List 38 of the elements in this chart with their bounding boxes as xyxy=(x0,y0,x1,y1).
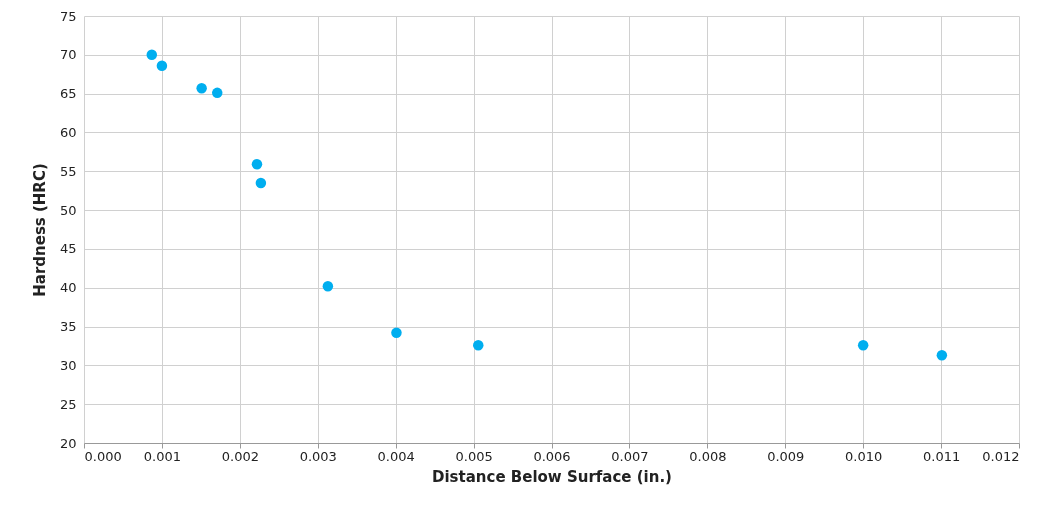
x-tick-label: 0.006 xyxy=(533,448,571,464)
x-tick-label: 0.011 xyxy=(922,448,961,464)
y-tick-label: 40 xyxy=(59,280,77,296)
point xyxy=(196,82,207,94)
x-tick-label: 0.004 xyxy=(377,448,415,464)
point xyxy=(146,49,158,61)
point xyxy=(211,87,223,99)
y-tick-label: 70 xyxy=(59,47,77,63)
y-tick-label: 30 xyxy=(59,357,77,373)
x-tick-label: 0.005 xyxy=(455,448,493,464)
point xyxy=(857,339,869,351)
y-axis-title: Hardness (HRC) xyxy=(30,163,49,297)
x-tick-label: 0.001 xyxy=(143,448,182,464)
x-tick-label: 0.007 xyxy=(611,448,649,464)
point xyxy=(255,177,267,189)
x-axis-title: Distance Below Surface (in.) xyxy=(432,467,672,486)
x-tick-label: 0.012 xyxy=(982,448,1020,464)
x-tick-label: 0.010 xyxy=(845,448,883,464)
x-tick-label: 0.000 xyxy=(84,448,122,464)
y-tick-label: 35 xyxy=(59,319,77,335)
x-tick-label: 0.002 xyxy=(221,448,259,464)
point xyxy=(391,327,402,338)
x-tick-label: 0.003 xyxy=(299,448,337,464)
point xyxy=(473,339,484,351)
x-tick-label: 0.009 xyxy=(767,448,805,464)
y-tick-label: 50 xyxy=(59,202,77,218)
y-tick-label: 20 xyxy=(59,435,77,451)
y-tick-label: 65 xyxy=(59,86,77,102)
point xyxy=(322,280,334,292)
y-tick-label: 45 xyxy=(59,241,77,257)
y-tick-label: 60 xyxy=(59,124,77,140)
point xyxy=(936,350,948,361)
point xyxy=(156,60,168,71)
y-tick-label: 75 xyxy=(59,8,77,24)
point xyxy=(251,159,263,170)
x-tick-label: 0.008 xyxy=(689,448,727,464)
y-tick-label: 55 xyxy=(59,163,77,179)
y-tick-label: 25 xyxy=(59,396,77,412)
